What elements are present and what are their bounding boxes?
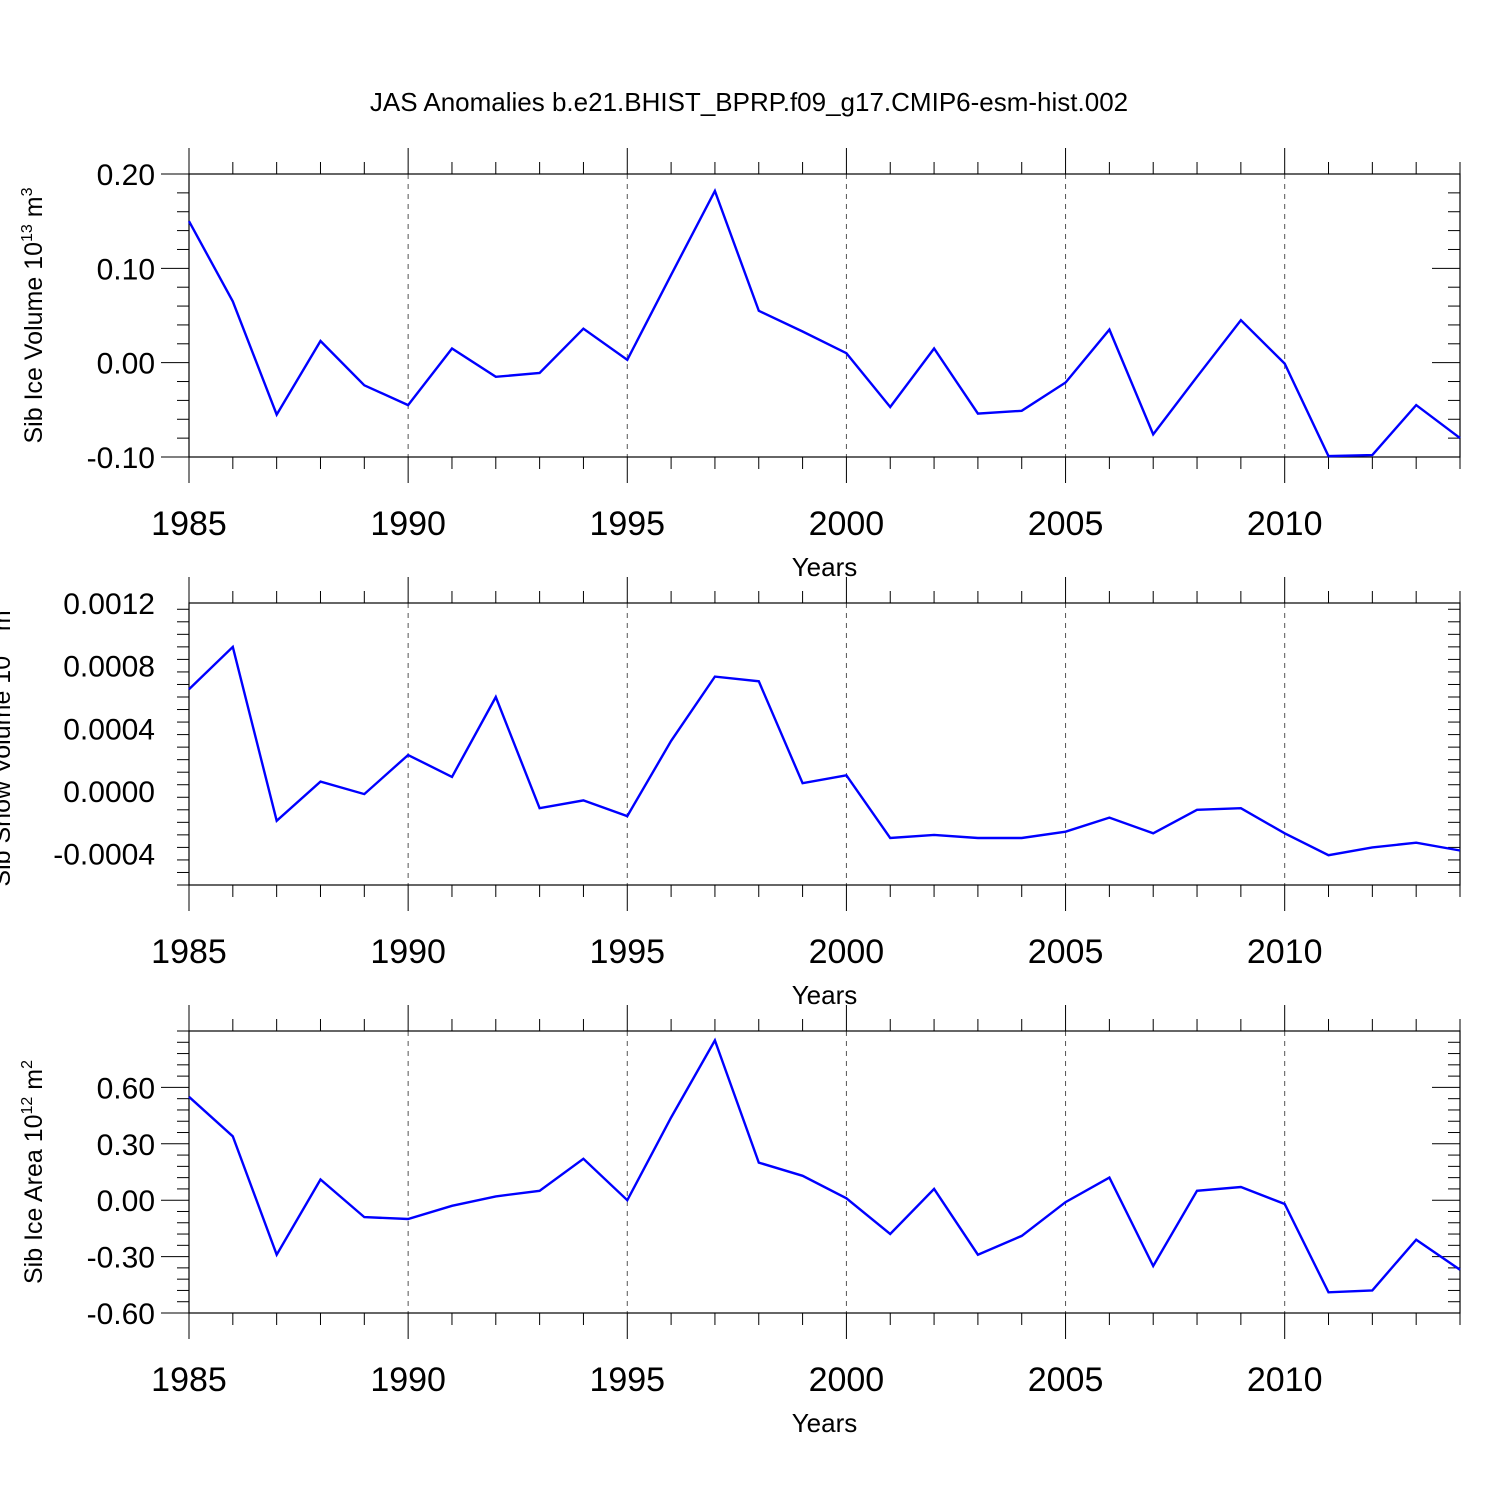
panel-3: 0.60 0.30 0.00 -0.30 -0.60 1985 1990 1995 2000 20… xyxy=(19,1005,1461,1438)
x-tick-label: 2005 xyxy=(1028,933,1104,971)
y-axis-label: Sib Snow Volume 1013 m3 xyxy=(0,601,16,886)
plot-frame xyxy=(188,602,1461,886)
y-tick-label: -0.10 xyxy=(87,442,155,475)
plot-frame xyxy=(188,1030,1461,1314)
series-line xyxy=(188,644,1461,857)
plot-frame xyxy=(188,173,1461,458)
series-line xyxy=(188,1037,1461,1294)
y-tick-label: 0.30 xyxy=(97,1129,155,1162)
x-axis-label: Years xyxy=(792,980,858,1010)
x-tick-label: 1990 xyxy=(370,933,446,971)
y-tick-label: 0.00 xyxy=(97,1185,155,1218)
x-tick-label: 2010 xyxy=(1247,1361,1323,1399)
x-tick-label: 2005 xyxy=(1028,505,1104,543)
x-axis-label: Years xyxy=(792,1408,858,1438)
x-tick-label: 2010 xyxy=(1247,933,1323,971)
y-tick-label: -0.60 xyxy=(87,1298,155,1331)
y-tick-label: 0.0008 xyxy=(63,651,155,684)
figure-title: JAS Anomalies b.e21.BHIST_BPRP.f09_g17.C… xyxy=(370,87,1128,117)
y-axis-label: Sib Ice Volume 1013 m3 xyxy=(19,187,48,443)
y-tick-label: -0.30 xyxy=(87,1242,155,1275)
series-line xyxy=(187,188,1461,458)
y-axis-label: Sib Ice Area 1012 m2 xyxy=(19,1060,48,1284)
y-tick-label: 0.20 xyxy=(97,159,155,192)
panels: 0.20 0.10 0.00 -0.10 1985 1990 1995 2000 2005 201… xyxy=(0,148,1461,1438)
x-tick-label: 1995 xyxy=(589,1361,665,1399)
x-tick-label: 2000 xyxy=(809,1361,885,1399)
y-tick-label: 0.0012 xyxy=(63,588,155,621)
y-tick-label: 0.0000 xyxy=(63,776,155,809)
y-tick-label: 0.60 xyxy=(97,1072,155,1105)
x-tick-label: 1990 xyxy=(370,1361,446,1399)
x-tick-label: 1985 xyxy=(151,1361,227,1399)
x-tick-label: 2000 xyxy=(809,505,885,543)
y-tick-label: -0.0004 xyxy=(53,839,155,872)
x-axis-label: Years xyxy=(792,552,858,582)
x-tick-label: 1990 xyxy=(370,505,446,543)
x-tick-label: 1995 xyxy=(589,933,665,971)
y-tick-label: 0.0004 xyxy=(63,713,155,746)
x-tick-label: 2005 xyxy=(1028,1361,1104,1399)
x-tick-label: 1995 xyxy=(589,505,665,543)
x-tick-label: 2010 xyxy=(1247,505,1323,543)
x-tick-label: 2000 xyxy=(809,933,885,971)
y-tick-label: 0.00 xyxy=(97,348,155,381)
panel-1: 0.20 0.10 0.00 -0.10 1985 1990 1995 2000 2005 201… xyxy=(19,148,1461,582)
panel-2: 0.0012 0.0008 0.0004 0.0000 -0.0004 1985 1990 1… xyxy=(0,577,1461,1010)
y-tick-label: 0.10 xyxy=(97,253,155,286)
x-tick-label: 1985 xyxy=(151,933,227,971)
x-tick-label: 1985 xyxy=(151,505,227,543)
